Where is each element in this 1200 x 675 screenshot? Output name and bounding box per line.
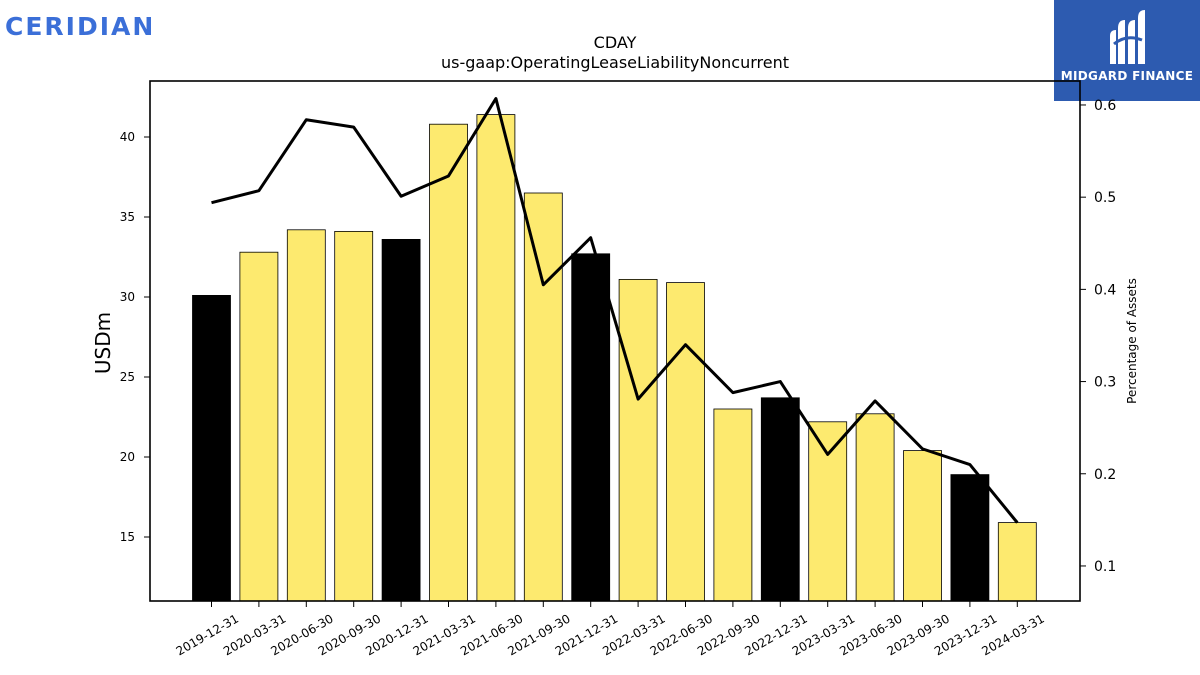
y2-tick-label: 0.1 [1094, 559, 1116, 575]
bar [808, 421, 848, 602]
bar [713, 408, 753, 602]
bars-group [192, 114, 1037, 602]
bar [429, 123, 468, 602]
y-tick-label: 40 [120, 130, 135, 144]
ceridian-logo: CERIDIAN [5, 12, 156, 41]
bar [618, 278, 658, 602]
bar [523, 192, 563, 602]
y2-axis-label: Percentage of Assets [1125, 278, 1139, 404]
bar [476, 114, 516, 602]
bar [997, 522, 1037, 602]
y-tick-label: 25 [120, 370, 135, 384]
series-line [211, 97, 1019, 524]
y-tick-label: 35 [120, 210, 135, 224]
y-tick-label: 30 [120, 290, 135, 304]
bar [666, 282, 705, 602]
bar [571, 253, 611, 602]
bar [903, 450, 942, 602]
bar [286, 229, 326, 602]
line-group [211, 97, 1019, 524]
bar [381, 238, 421, 602]
y-tick-label: 20 [120, 450, 135, 464]
y-tick-label: 15 [120, 530, 135, 544]
bar [855, 413, 895, 602]
midgard-finance-logo: MIDGARD FINANCE [1054, 0, 1200, 101]
bar [334, 230, 374, 602]
y2-tick-label: 0.2 [1094, 467, 1116, 483]
midgard-logo-text: MIDGARD FINANCE [1060, 69, 1194, 83]
y2-tick-label: 0.3 [1094, 375, 1116, 391]
bar [192, 294, 231, 602]
bar [239, 251, 279, 602]
midgard-logo-icon [1110, 10, 1145, 64]
y2-tick-label: 0.5 [1094, 190, 1116, 206]
y-axis-label: USDm [91, 312, 115, 374]
bar [950, 474, 990, 602]
chart-title: CDAY [594, 33, 637, 52]
bar [760, 397, 800, 602]
chart-subtitle: us-gaap:OperatingLeaseLiabilityNoncurren… [441, 53, 789, 72]
y2-tick-label: 0.6 [1094, 98, 1116, 114]
plot-frame [149, 80, 1081, 602]
y2-tick-label: 0.4 [1094, 282, 1116, 298]
